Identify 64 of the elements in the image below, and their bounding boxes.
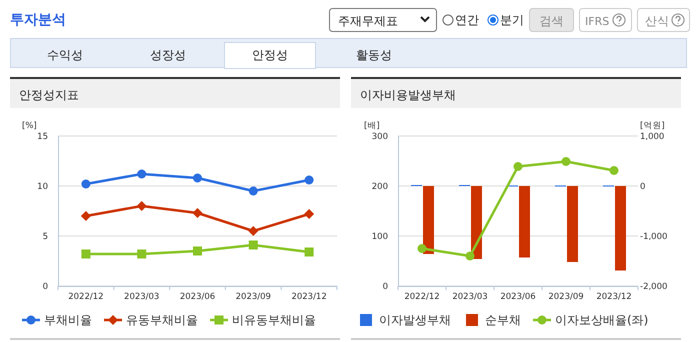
x-tick-label: 2023/06: [180, 292, 216, 302]
chart-title: 안정성지표: [19, 88, 79, 102]
y-tick-label: 0: [382, 282, 388, 292]
y2-tick-label: -1,000: [640, 232, 668, 242]
legend-label: 유동부채비율: [126, 313, 198, 327]
x-tick-label: 2023/09: [548, 292, 584, 302]
point: [193, 246, 202, 256]
text: 산식: [645, 14, 669, 28]
point: [248, 226, 258, 236]
point: [192, 208, 202, 218]
y2-tick-label: 1,000: [640, 132, 664, 142]
text: 수익성: [47, 48, 83, 62]
y-tick-label: 10: [37, 182, 48, 192]
point: [466, 252, 474, 260]
x-tick-label: 2023/12: [596, 292, 632, 302]
point: [514, 162, 522, 171]
legend-label: 이자발생부채: [379, 313, 451, 327]
point: [137, 250, 146, 258]
y-tick-label: 100: [372, 232, 388, 242]
point: [136, 201, 147, 211]
point: [137, 170, 146, 178]
y-axis-title: [배]: [364, 121, 380, 131]
dropdown-field: 주재무제표: [329, 8, 437, 32]
x-tick-label: 2023/03: [124, 292, 160, 302]
point: [248, 186, 258, 196]
point: [81, 250, 90, 258]
point: [81, 180, 90, 188]
text: 활동성: [356, 48, 392, 62]
y-tick-label: 5: [42, 232, 48, 242]
x-tick-label: 2023/03: [452, 292, 488, 302]
point: [610, 166, 618, 175]
y-tick-label: 0: [42, 282, 48, 292]
point: [193, 174, 202, 182]
point: [304, 176, 314, 184]
x-tick-label: 2023/12: [291, 292, 327, 302]
point: [304, 209, 314, 219]
legend-label: 비유동부채비율: [232, 313, 316, 327]
x-tick-label: 2023/09: [236, 292, 271, 302]
y-tick-label: 15: [37, 132, 48, 142]
point: [418, 244, 426, 253]
x-tick-label: 2022/12: [404, 292, 440, 302]
legend-label: 부채비율: [44, 313, 92, 327]
y-axis-title: [%]: [22, 121, 37, 131]
y-tick-label: 200: [372, 182, 388, 192]
text: 안정성: [252, 48, 288, 62]
point: [304, 248, 314, 256]
chart-title: 이자비용발생부채: [360, 88, 456, 102]
legend-label: 순부채: [485, 313, 521, 327]
text: 성장성: [150, 48, 186, 62]
text: 투자분석: [10, 12, 66, 28]
text: 검색: [540, 14, 564, 28]
text: IFRS: [585, 15, 610, 28]
point: [80, 211, 91, 221]
y2-tick-label: 0: [640, 182, 646, 192]
text: 분기: [500, 13, 524, 27]
text: 연간: [455, 13, 479, 27]
x-tick-label: 2023/06: [500, 292, 536, 302]
point: [248, 240, 258, 250]
legend-label: 이자보상배율(좌): [555, 313, 648, 327]
y-tick-label: 300: [372, 132, 388, 142]
y2-tick-label: -2,000: [640, 282, 668, 292]
x-tick-label: 2022/12: [68, 292, 104, 302]
y2-axis-title: [억원]: [640, 121, 665, 131]
point: [562, 157, 570, 166]
